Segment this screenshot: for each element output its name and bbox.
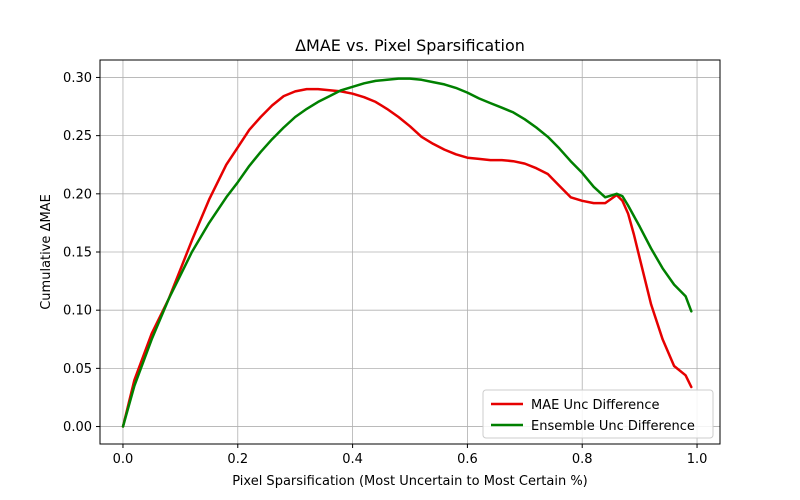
- y-tick-label: 0.05: [63, 362, 92, 377]
- axis-ticks: 0.0 0.2 0.4 0.6 0.8 1.0 0.00 0.05 0.10 0.15 0.20 0.…: [63, 71, 707, 467]
- y-tick-label: 0.15: [63, 246, 92, 261]
- y-tick-label: 0.25: [63, 129, 92, 144]
- x-tick-label: 0.2: [227, 452, 248, 467]
- legend-label-ensemble-unc-difference: Ensemble Unc Difference: [531, 419, 695, 434]
- y-axis-label: Cumulative ΔMAE: [39, 194, 54, 310]
- x-tick-label: 0.8: [572, 452, 593, 467]
- series-line-ensemble-unc-difference: [121, 77, 693, 428]
- y-tick-label: 0.00: [63, 420, 92, 435]
- series-lines: [121, 77, 693, 428]
- x-tick-label: 0.4: [342, 452, 363, 467]
- series-line-mae-unc-difference: [121, 87, 693, 428]
- x-tick-label: 0.0: [113, 452, 134, 467]
- x-axis-label: Pixel Sparsification (Most Uncertain to …: [232, 474, 588, 489]
- legend: MAE Unc Difference Ensemble Unc Differen…: [482, 389, 714, 439]
- y-tick-label: 0.20: [63, 187, 92, 202]
- x-tick-label: 1.0: [687, 452, 708, 467]
- legend-box: [482, 389, 714, 439]
- y-tick-label: 0.10: [63, 304, 92, 319]
- x-tick-label: 0.6: [457, 452, 478, 467]
- chart-title: ΔMAE vs. Pixel Sparsification: [295, 36, 525, 55]
- y-tick-label: 0.30: [63, 71, 92, 86]
- legend-label-mae-unc-difference: MAE Unc Difference: [531, 398, 660, 413]
